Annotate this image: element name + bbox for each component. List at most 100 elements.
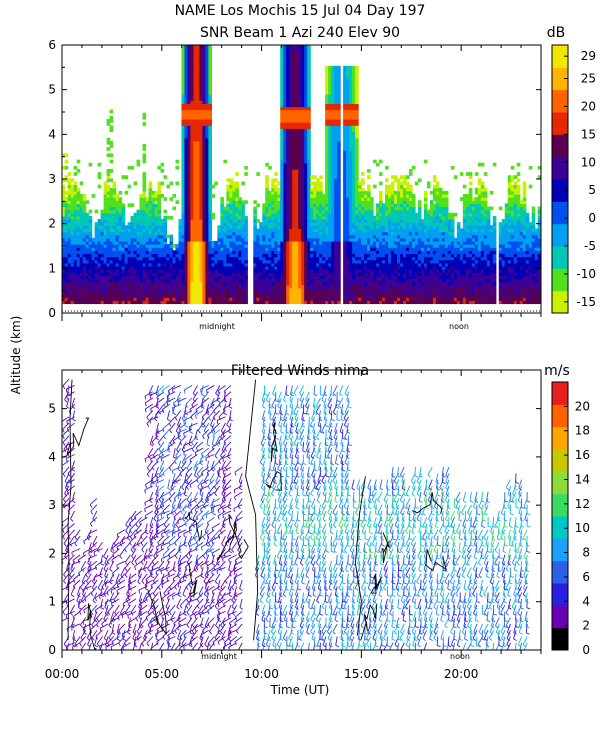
snr-cell — [286, 109, 290, 114]
snr-cell — [145, 275, 150, 280]
snr-cell — [301, 212, 305, 217]
snr-cell — [346, 125, 350, 129]
snr-cell — [193, 97, 198, 101]
snr-cell — [205, 150, 209, 154]
snr-cell — [109, 159, 114, 164]
snr-cell — [244, 172, 248, 176]
snr-cell — [202, 165, 206, 170]
snr-cell — [358, 284, 362, 289]
snr-cell — [301, 250, 305, 255]
snr-cell — [262, 240, 266, 245]
snr-cell — [124, 297, 129, 301]
snr-cell — [67, 284, 72, 289]
snr-cell — [73, 203, 78, 208]
snr-cell — [298, 115, 302, 120]
snr-cell — [100, 247, 105, 251]
snr-cell — [280, 265, 284, 270]
snr-cell — [100, 219, 105, 223]
snr-cell — [64, 225, 69, 230]
snr-cell — [268, 222, 272, 226]
snr-cell — [91, 256, 96, 261]
snr-cell — [310, 212, 314, 217]
snr-cell — [334, 68, 338, 73]
snr-cell — [127, 262, 132, 267]
snr-cell — [301, 75, 305, 79]
snr-cell — [62, 259, 66, 264]
snr-cell — [226, 253, 230, 258]
snr-cell — [109, 290, 114, 295]
snr-cell — [286, 150, 290, 154]
snr-cell — [331, 184, 335, 189]
snr-cell — [151, 244, 156, 248]
snr-cell — [346, 137, 350, 142]
snr-cell — [298, 222, 302, 226]
snr-cell — [172, 262, 177, 267]
snr-cell — [82, 194, 87, 198]
snr-cell — [280, 62, 284, 67]
snr-cell — [367, 219, 371, 223]
snr-cell — [121, 297, 126, 301]
snr-cell — [256, 240, 260, 245]
snr-cell — [205, 156, 209, 161]
snr-cell — [79, 228, 84, 233]
snr-cell — [367, 272, 371, 276]
snr-cell — [334, 281, 338, 286]
snr-cell — [82, 272, 87, 276]
snr-cell — [298, 172, 302, 176]
snr-cell — [331, 75, 335, 79]
snr-cell — [292, 137, 296, 142]
snr-cell — [181, 231, 186, 236]
snr-cell — [175, 272, 180, 276]
snr-cell — [244, 244, 248, 248]
snr-cell — [106, 228, 111, 233]
snr-cell — [208, 97, 212, 101]
snr-cell — [328, 93, 332, 98]
snr-cell — [175, 300, 180, 305]
snr-cell — [157, 234, 162, 239]
snr-cell — [187, 190, 192, 195]
snr-cell — [280, 125, 284, 129]
snr-cell — [223, 265, 227, 270]
snr-cell — [145, 290, 150, 295]
snr-cell — [130, 247, 135, 251]
snr-cell — [196, 212, 201, 217]
snr-cell — [199, 50, 204, 54]
snr-cell — [337, 287, 341, 292]
snr-cell — [82, 262, 87, 267]
snr-cell — [283, 65, 287, 70]
snr-cell — [169, 197, 174, 201]
snr-cell — [337, 178, 341, 183]
snr-cell — [295, 128, 299, 133]
snr-cell — [223, 244, 227, 248]
snr-cell — [328, 190, 332, 195]
snr-cell — [187, 106, 192, 111]
snr-cell — [190, 75, 195, 79]
snr-cell — [82, 300, 87, 305]
snr-cell — [202, 103, 206, 108]
snr-cell — [283, 144, 287, 148]
snr-cell — [289, 265, 293, 270]
snr-cell — [196, 115, 201, 120]
snr-cell — [307, 284, 311, 289]
snr-cell — [148, 209, 153, 214]
snr-cell — [352, 181, 356, 186]
snr-cell — [67, 297, 72, 301]
snr-cell — [205, 278, 209, 283]
snr-cell — [256, 228, 260, 233]
snr-cell — [331, 250, 335, 255]
snr-cell — [370, 237, 374, 242]
snr-cell — [328, 278, 332, 283]
snr-cell — [364, 297, 368, 301]
snr-cell — [373, 300, 377, 305]
snr-cell — [346, 100, 350, 104]
snr-cell — [253, 297, 257, 301]
snr-cell — [235, 253, 239, 258]
snr-cell — [148, 228, 153, 233]
snr-cell — [370, 300, 374, 305]
snr-cell — [184, 197, 189, 201]
snr-cell — [82, 297, 87, 301]
snr-cell — [193, 153, 198, 158]
snr-cell — [304, 300, 308, 305]
snr-cell — [355, 212, 359, 217]
snr-cell — [274, 259, 278, 264]
